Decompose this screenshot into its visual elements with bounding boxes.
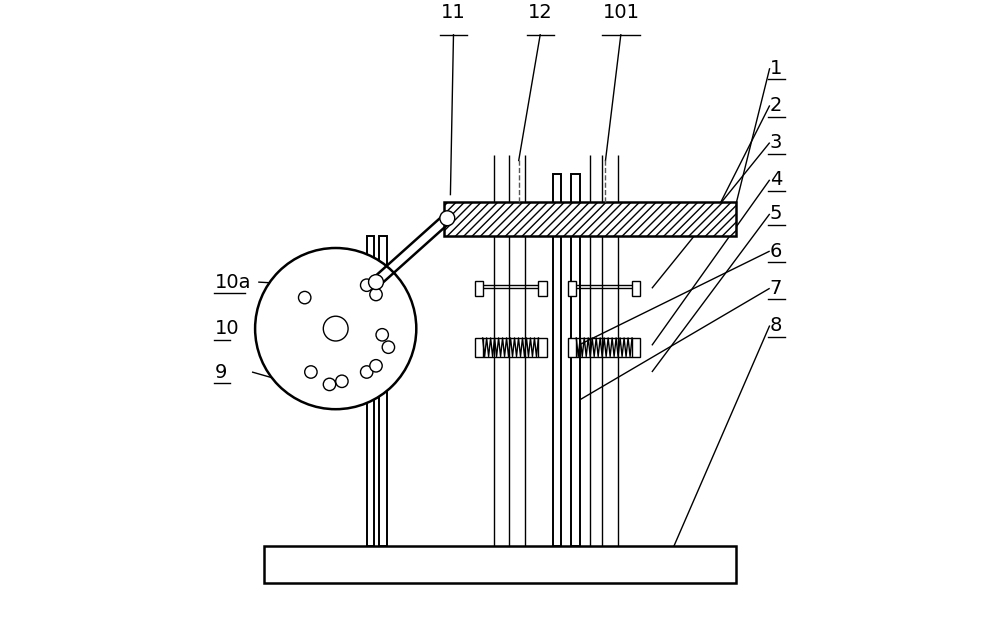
Circle shape (370, 360, 382, 372)
Text: 10a: 10a (215, 273, 251, 291)
Bar (444, 202, 736, 236)
Bar (538, 338, 547, 356)
Circle shape (370, 288, 382, 301)
Text: 2: 2 (770, 96, 782, 115)
Text: 10: 10 (215, 319, 239, 338)
Bar (475, 280, 483, 296)
Circle shape (369, 275, 383, 290)
Text: 12: 12 (528, 2, 553, 22)
Bar (475, 338, 483, 356)
Text: 8: 8 (770, 316, 782, 335)
Bar (571, 174, 580, 546)
Bar (538, 280, 547, 296)
Text: 9: 9 (215, 363, 227, 381)
Circle shape (360, 366, 373, 378)
Circle shape (255, 248, 416, 409)
Circle shape (298, 291, 311, 304)
Text: 3: 3 (770, 133, 782, 152)
Text: 5: 5 (770, 205, 782, 223)
Text: 7: 7 (770, 279, 782, 298)
Bar (568, 280, 576, 296)
Circle shape (305, 366, 317, 378)
Text: 1: 1 (770, 59, 782, 78)
Bar (264, 546, 736, 583)
Bar (553, 174, 561, 546)
Bar (367, 236, 374, 546)
Circle shape (323, 378, 336, 391)
Circle shape (440, 211, 455, 226)
Circle shape (323, 316, 348, 341)
Bar (568, 338, 576, 356)
Bar (632, 280, 640, 296)
Text: 6: 6 (770, 242, 782, 260)
Text: 4: 4 (770, 170, 782, 189)
Circle shape (382, 341, 395, 353)
Bar (632, 338, 640, 356)
Circle shape (376, 329, 388, 341)
Text: 11: 11 (441, 2, 466, 22)
Circle shape (336, 375, 348, 388)
Circle shape (360, 279, 373, 291)
Bar (379, 236, 387, 546)
Text: 101: 101 (602, 2, 639, 22)
